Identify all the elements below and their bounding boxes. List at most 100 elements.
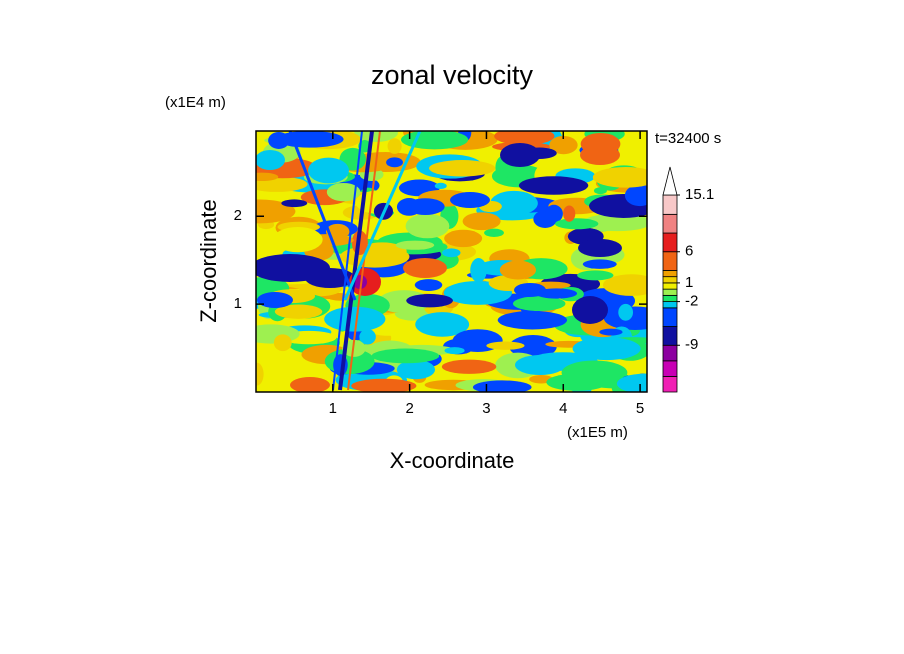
colorbar-tick-label: 15.1: [685, 186, 714, 203]
field-blob: [339, 245, 410, 268]
field-blob: [577, 270, 614, 281]
field-blob: [434, 182, 447, 190]
field-blob: [396, 359, 436, 380]
field-blob: [470, 258, 487, 283]
x-tick-label: 4: [559, 400, 567, 417]
plot-frame: [255, 130, 648, 393]
field-blob: [535, 288, 578, 299]
field-blob: [415, 312, 470, 337]
colorbar-band: [662, 376, 678, 393]
field-feature: [515, 355, 565, 375]
field-blob: [518, 176, 589, 195]
field-blob: [490, 190, 538, 216]
field-blob: [618, 303, 634, 321]
colorbar-band: [662, 307, 678, 327]
colorbar-tick-label: -9: [685, 336, 698, 353]
x-tick-label: 2: [405, 400, 413, 417]
colorbar-tick-label: 1: [685, 274, 693, 291]
field-blob: [549, 135, 578, 155]
x-tick-label: 5: [636, 400, 644, 417]
field-blob: [472, 380, 532, 392]
field-feature: [290, 377, 330, 392]
field-blob: [462, 212, 501, 231]
field-blob: [497, 310, 568, 330]
colorbar-band: [662, 251, 678, 271]
x-tick-label: 1: [329, 400, 337, 417]
field-blob: [494, 131, 555, 145]
colorbar-band: [662, 326, 678, 346]
y-unit: (x1E4 m): [165, 94, 226, 111]
field-blob: [444, 347, 465, 355]
field-blob: [273, 334, 292, 352]
field-blob: [624, 184, 647, 207]
colorbar-tick-label: -2: [685, 293, 698, 310]
y-tick-label: 1: [234, 295, 242, 312]
field-blob: [326, 182, 361, 202]
field-blob: [509, 335, 557, 359]
colorbar-over: [662, 166, 678, 196]
field-blob: [406, 198, 445, 215]
field-feature: [353, 275, 367, 289]
field-streak: [332, 131, 363, 391]
field-blob: [351, 378, 417, 392]
field-feature: [403, 258, 447, 278]
field-feature: [450, 192, 490, 208]
colorbar-band: [662, 276, 678, 284]
colorbar-tick-label: 6: [685, 243, 693, 260]
y-tick-label: 2: [234, 207, 242, 224]
colorbar-band: [662, 344, 678, 362]
field-blob: [256, 362, 264, 386]
field-blob: [582, 213, 647, 232]
colorbar-band: [662, 294, 678, 303]
field-blob: [406, 293, 453, 308]
field-blob: [281, 199, 308, 208]
field-blob: [572, 337, 641, 361]
field-blob: [513, 296, 566, 312]
field-blob: [554, 218, 599, 230]
field-streak: [288, 131, 357, 301]
time-label: t=32400 s: [655, 130, 721, 147]
chart-title: zonal velocity: [371, 60, 534, 90]
field-feature: [305, 268, 355, 288]
field-feature: [580, 145, 620, 165]
field-blob: [429, 160, 496, 177]
field-blob: [308, 157, 349, 184]
field-feature: [256, 150, 285, 170]
field-blob: [273, 226, 323, 253]
field-blob: [371, 348, 440, 364]
field-blob: [306, 146, 349, 155]
field-blob: [274, 304, 323, 319]
y-axis-title: Z-coordinate: [196, 199, 221, 323]
field-blob: [387, 138, 402, 154]
colorbar-band: [662, 282, 678, 290]
field-blob: [441, 359, 497, 374]
field-blob: [405, 213, 450, 239]
field-streak: [338, 131, 374, 391]
x-unit: (x1E5 m): [567, 424, 628, 441]
field-blob: [359, 329, 376, 345]
field-feature: [572, 296, 608, 324]
colorbar-band: [662, 270, 678, 278]
field-blob: [592, 167, 647, 188]
field-blob: [444, 229, 483, 248]
field-blob: [561, 360, 628, 385]
field-blob: [442, 248, 461, 258]
contour-field: [256, 131, 647, 392]
colorbar-band: [662, 213, 678, 234]
field-blob: [582, 259, 617, 269]
colorbar-band: [662, 232, 678, 253]
field-blob: [603, 274, 647, 296]
colorbar-band: [662, 194, 678, 215]
colorbar-band: [662, 288, 678, 296]
field-feature: [500, 143, 540, 167]
field-blob: [544, 204, 563, 223]
field-blob: [499, 260, 537, 280]
x-tick-label: 3: [482, 400, 490, 417]
field-blob: [486, 341, 525, 350]
field-blob: [563, 205, 576, 222]
field-blob: [354, 131, 398, 142]
field-blob: [395, 240, 435, 250]
field-blob: [386, 157, 403, 168]
field-blob: [484, 228, 504, 238]
